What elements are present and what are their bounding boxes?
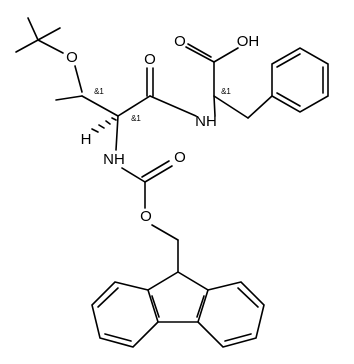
atom-labels: O O O OH NH H NH O O (66, 33, 259, 225)
atom-label: O (144, 51, 156, 68)
bonds (15, 17, 329, 348)
stereo-labels: &1 &1 &1 (94, 87, 231, 123)
atom-label: NH (103, 151, 125, 168)
atom-label: O (140, 208, 152, 225)
atom-label: NH (195, 113, 217, 130)
atom-label: O (174, 149, 186, 166)
atom-label: O (66, 49, 78, 66)
stereo-label: &1 (94, 87, 104, 96)
atom-label: O (174, 33, 186, 50)
atom-label: OH (237, 33, 260, 50)
stereo-label: &1 (131, 114, 141, 123)
stereo-label: &1 (221, 87, 231, 96)
atom-label: H (81, 131, 92, 148)
